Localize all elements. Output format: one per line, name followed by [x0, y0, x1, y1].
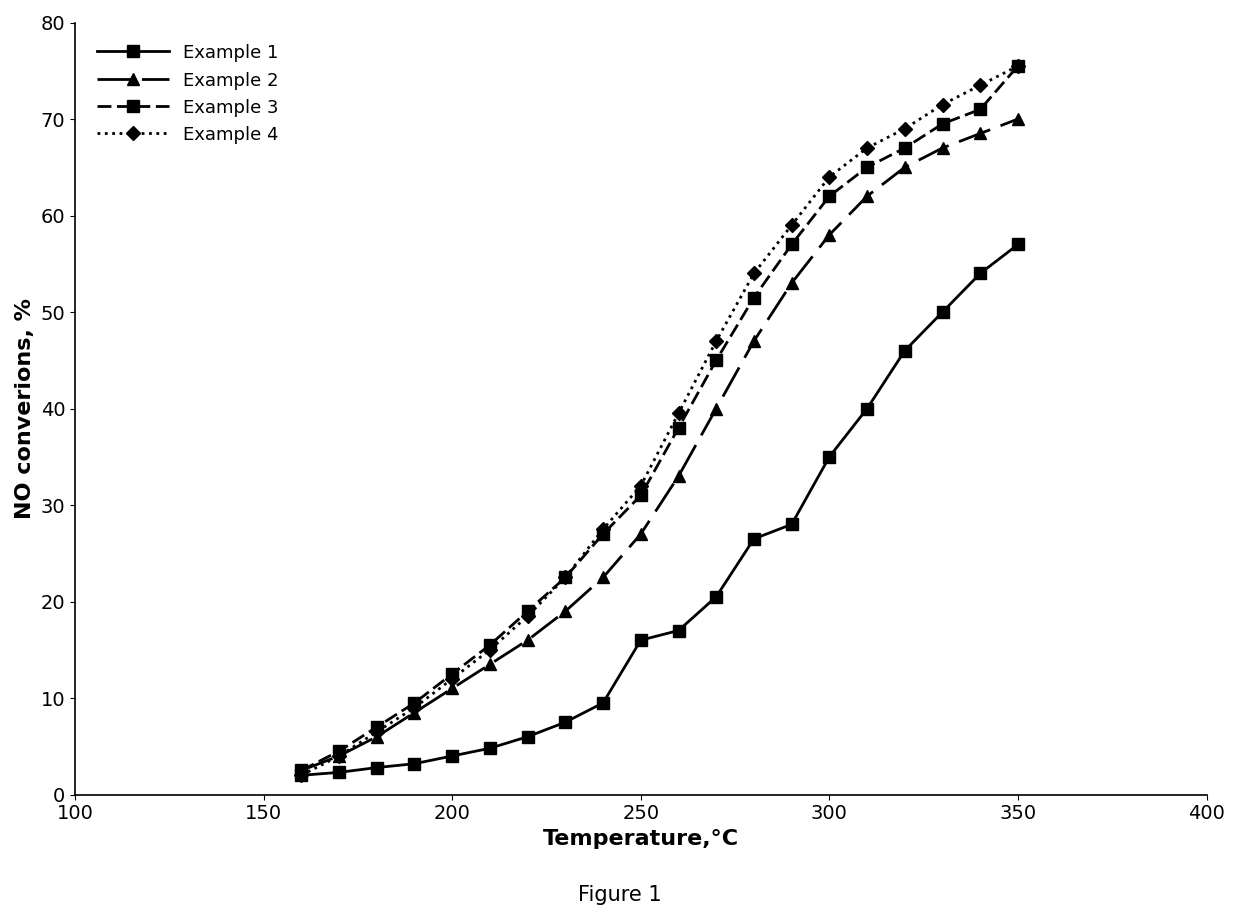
- Example 4: [671, 408, 686, 419]
- Example 2: [746, 335, 761, 346]
- Example 3: [898, 142, 913, 153]
- Example 4: [709, 335, 724, 346]
- Example 2: [671, 471, 686, 482]
- Line: Example 3: Example 3: [296, 61, 1023, 776]
- Example 4: [784, 220, 799, 231]
- Example 3: [859, 162, 874, 173]
- Example 4: [898, 123, 913, 134]
- Example 3: [746, 292, 761, 303]
- Example 1: [822, 451, 837, 462]
- Example 1: [784, 519, 799, 530]
- Example 2: [898, 162, 913, 173]
- Example 2: [521, 635, 536, 646]
- Example 1: [558, 717, 573, 728]
- Example 3: [634, 490, 649, 501]
- Example 1: [1011, 239, 1025, 250]
- Example 4: [331, 751, 346, 762]
- Example 2: [709, 403, 724, 414]
- Example 1: [859, 403, 874, 414]
- Line: Example 1: Example 1: [296, 239, 1023, 781]
- Example 3: [331, 745, 346, 756]
- Example 4: [370, 726, 384, 737]
- Example 4: [445, 674, 460, 685]
- Example 2: [822, 230, 837, 241]
- Example 2: [973, 128, 988, 139]
- Example 4: [822, 172, 837, 183]
- Example 1: [973, 268, 988, 279]
- Example 4: [294, 770, 309, 781]
- Example 2: [558, 606, 573, 617]
- Example 1: [482, 743, 497, 754]
- Example 3: [822, 191, 837, 202]
- Example 2: [331, 751, 346, 762]
- Example 2: [634, 528, 649, 539]
- Example 4: [935, 99, 950, 110]
- Example 2: [445, 683, 460, 694]
- Example 1: [935, 307, 950, 318]
- Example 3: [973, 104, 988, 115]
- Example 3: [482, 640, 497, 651]
- Example 3: [294, 765, 309, 776]
- Example 3: [1011, 61, 1025, 72]
- Example 2: [935, 142, 950, 153]
- Example 1: [634, 635, 649, 646]
- Line: Example 4: Example 4: [296, 61, 1023, 780]
- Example 1: [407, 758, 422, 769]
- Example 2: [482, 659, 497, 670]
- Example 3: [521, 606, 536, 617]
- Example 3: [784, 239, 799, 250]
- Legend: Example 1, Example 2, Example 3, Example 4: Example 1, Example 2, Example 3, Example…: [84, 31, 291, 157]
- Example 4: [407, 702, 422, 713]
- Example 4: [482, 644, 497, 655]
- Example 1: [445, 751, 460, 762]
- Example 1: [294, 770, 309, 781]
- Example 4: [634, 481, 649, 492]
- Y-axis label: NO converions, %: NO converions, %: [15, 298, 35, 519]
- Example 2: [1011, 113, 1025, 124]
- Example 2: [595, 572, 610, 583]
- Example 3: [558, 572, 573, 583]
- Line: Example 2: Example 2: [296, 113, 1023, 776]
- Example 3: [671, 423, 686, 434]
- Example 4: [521, 610, 536, 621]
- Example 2: [784, 278, 799, 289]
- Example 1: [898, 346, 913, 357]
- Example 1: [746, 533, 761, 544]
- Example 3: [370, 721, 384, 732]
- Example 3: [595, 528, 610, 539]
- Example 1: [521, 732, 536, 743]
- Example 1: [370, 762, 384, 773]
- Example 2: [370, 732, 384, 743]
- Example 2: [859, 191, 874, 202]
- Example 4: [859, 142, 874, 153]
- Example 1: [709, 591, 724, 602]
- Example 2: [407, 707, 422, 718]
- Example 1: [331, 766, 346, 777]
- Text: Figure 1: Figure 1: [578, 885, 662, 904]
- Example 3: [445, 668, 460, 679]
- Example 4: [595, 524, 610, 535]
- Example 1: [671, 625, 686, 636]
- Example 3: [407, 698, 422, 709]
- Example 4: [558, 572, 573, 583]
- X-axis label: Temperature,°C: Temperature,°C: [543, 829, 739, 849]
- Example 4: [973, 80, 988, 91]
- Example 3: [935, 119, 950, 130]
- Example 1: [595, 698, 610, 709]
- Example 2: [294, 765, 309, 776]
- Example 4: [1011, 61, 1025, 72]
- Example 3: [709, 355, 724, 366]
- Example 4: [746, 268, 761, 279]
